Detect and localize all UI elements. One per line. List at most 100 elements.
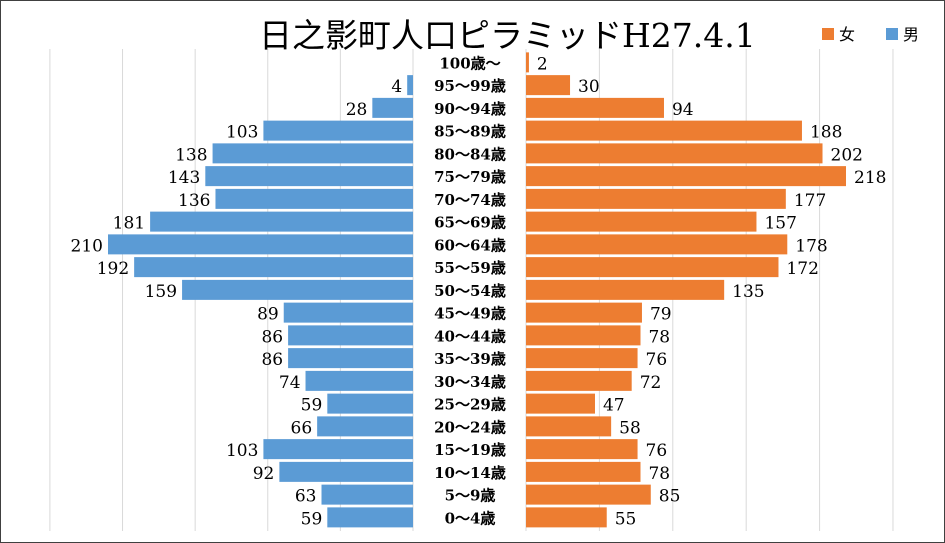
data-label-female: 188: [810, 123, 842, 143]
category-label: 65～69歳: [434, 214, 506, 232]
bar-female: [526, 188, 786, 209]
bars: [108, 52, 846, 528]
data-label-female: 78: [648, 464, 670, 484]
data-label-female: 178: [795, 236, 827, 256]
bar-female: [526, 302, 642, 323]
chart-title: 日之影町人口ピラミッドH27.4.1: [259, 16, 756, 55]
category-label: 15～19歳: [434, 441, 506, 459]
data-label-female: 55: [615, 509, 637, 529]
category-label: 70～74歳: [434, 191, 506, 209]
data-label-male: 143: [168, 168, 200, 188]
bar-female: [526, 97, 664, 118]
data-label-female: 76: [646, 350, 668, 370]
data-label-male: 181: [113, 214, 145, 234]
bar-male: [182, 279, 413, 300]
data-label-male: 59: [301, 509, 323, 529]
bar-male: [305, 370, 413, 391]
data-label-male: 136: [178, 191, 210, 211]
bar-male: [263, 439, 413, 460]
bar-male: [283, 302, 413, 323]
data-label-female: 135: [732, 282, 764, 302]
category-label: 80～84歳: [434, 145, 506, 163]
data-label-male: 92: [253, 464, 275, 484]
data-label-male: 210: [71, 236, 103, 256]
bar-male: [321, 484, 413, 505]
bar-female: [526, 120, 802, 141]
data-label-male: 89: [257, 305, 279, 325]
data-label-male: 66: [291, 418, 313, 438]
category-label: 25～29歳: [434, 396, 506, 414]
legend-swatch-female: [822, 28, 834, 40]
data-label-female: 78: [648, 327, 670, 347]
data-label-female: 94: [672, 100, 694, 120]
data-label-female: 172: [786, 259, 818, 279]
data-label-male: 86: [261, 327, 283, 347]
bar-male: [317, 416, 413, 437]
bar-female: [526, 211, 757, 232]
legend: 女 男: [822, 25, 919, 44]
bar-female: [526, 52, 529, 73]
bar-male: [215, 188, 413, 209]
category-label: 30～34歳: [434, 373, 506, 391]
bar-male: [205, 166, 413, 187]
bar-female: [526, 416, 612, 437]
data-label-male: 59: [301, 396, 323, 416]
data-label-female: 30: [578, 77, 600, 97]
data-label-female: 85: [659, 487, 681, 507]
bar-male: [327, 393, 413, 414]
bar-female: [526, 393, 595, 414]
data-label-female: 218: [854, 168, 886, 188]
labels: 100歳～ 2 95～99歳 4 30 90～94歳 28 94 85～89歳 103 188 80～…: [71, 54, 887, 529]
data-label-male: 192: [97, 259, 129, 279]
bar-female: [526, 484, 651, 505]
bar-male: [407, 75, 413, 96]
data-label-male: 138: [175, 145, 207, 165]
data-label-female: 47: [603, 396, 625, 416]
data-label-female: 76: [646, 441, 668, 461]
bar-male: [150, 211, 413, 232]
bar-female: [526, 348, 638, 369]
category-label: 35～39歳: [434, 350, 506, 368]
bar-female: [526, 325, 641, 346]
bar-female: [526, 279, 725, 300]
bar-female: [526, 461, 641, 482]
data-label-female: 79: [650, 305, 672, 325]
data-label-male: 159: [145, 282, 177, 302]
bar-female: [526, 507, 607, 528]
bar-female: [526, 234, 788, 255]
category-label: 75～79歳: [434, 168, 506, 186]
data-label-female: 72: [640, 373, 662, 393]
bar-male: [279, 461, 413, 482]
data-label-male: 86: [261, 350, 283, 370]
category-label: 40～44歳: [434, 327, 506, 345]
legend-label-male: 男: [903, 25, 919, 44]
bar-female: [526, 75, 571, 96]
bar-male: [263, 120, 413, 141]
category-label: 45～49歳: [434, 305, 506, 323]
bar-male: [108, 234, 413, 255]
data-label-female: 157: [764, 214, 796, 234]
bar-male: [288, 348, 413, 369]
category-label: 55～59歳: [434, 259, 506, 277]
category-label: 20～24歳: [434, 418, 506, 436]
bar-female: [526, 439, 638, 460]
category-label: 95～99歳: [434, 77, 506, 95]
category-label: 10～14歳: [434, 464, 506, 482]
bar-male: [134, 257, 413, 278]
bar-male: [288, 325, 413, 346]
bar-male: [212, 143, 413, 164]
bar-female: [526, 257, 779, 278]
legend-swatch-male: [886, 28, 898, 40]
category-label: 100歳～: [439, 54, 500, 72]
category-label: 85～89歳: [434, 123, 506, 141]
bar-female: [526, 166, 846, 187]
category-label: 90～94歳: [434, 100, 506, 118]
bar-male: [372, 97, 413, 118]
data-label-male: 103: [226, 123, 258, 143]
data-label-female: 2: [537, 54, 548, 74]
data-label-male: 103: [226, 441, 258, 461]
category-label: 50～54歳: [434, 282, 506, 300]
data-label-male: 74: [279, 373, 301, 393]
